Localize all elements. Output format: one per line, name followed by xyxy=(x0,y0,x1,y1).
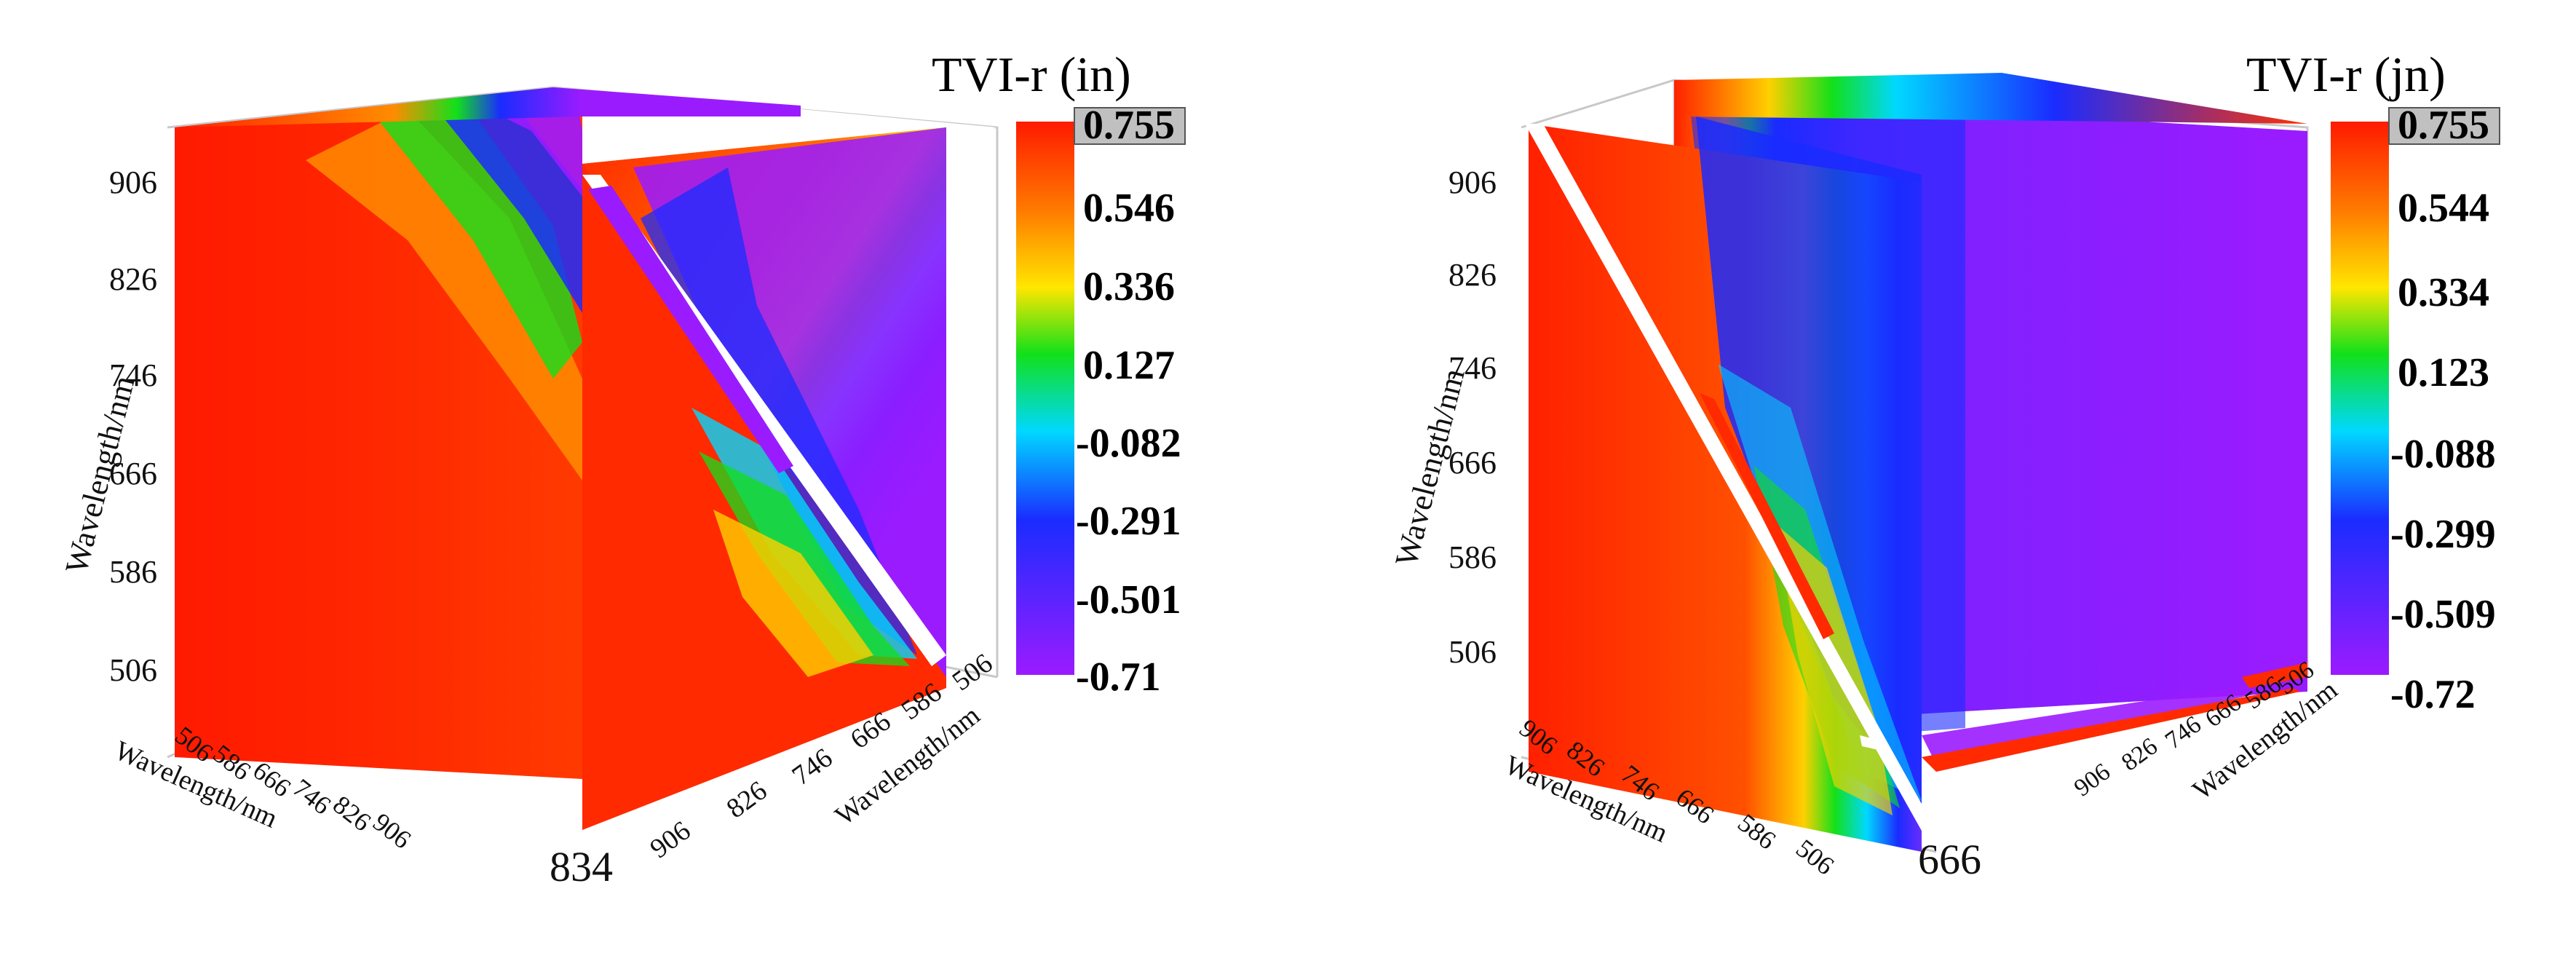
fr-tick: 746 xyxy=(787,743,839,791)
v-tick: 586 xyxy=(109,554,157,590)
panel-jn xyxy=(1521,73,2500,853)
cb-tick: -0.082 xyxy=(1076,421,1181,466)
v-tick: 906 xyxy=(109,165,157,200)
cb-tick: 0.755 xyxy=(1083,103,1175,148)
vertical-axis-ticks-in: 906 826 746 666 586 506 xyxy=(109,165,157,688)
slice-label-jn: 666 xyxy=(1918,836,1981,883)
v-tick: 906 xyxy=(1448,165,1497,200)
panel-in xyxy=(167,86,1186,830)
v-tick: 746 xyxy=(109,357,157,393)
cb-tick: -0.088 xyxy=(2390,432,2496,477)
colorbar-title-in: TVI-r (in) xyxy=(932,47,1131,102)
v-tick: 586 xyxy=(1448,539,1497,575)
cb-tick: 0.755 xyxy=(2398,103,2489,148)
v-tick: 826 xyxy=(109,261,157,297)
vertical-axis-ticks-jn: 906 826 746 666 586 506 xyxy=(1448,165,1497,670)
colorbar-title-jn: TVI-r (jn) xyxy=(2246,47,2446,102)
colorbar-in xyxy=(1016,107,1186,675)
v-tick: 506 xyxy=(109,652,157,688)
cb-tick: -0.509 xyxy=(2390,592,2496,637)
v-tick: 666 xyxy=(109,456,157,491)
cb-tick: 0.546 xyxy=(1083,186,1175,231)
fr-tick: 506 xyxy=(947,648,999,697)
slice-diagonal-2 xyxy=(1525,124,1936,837)
cb-tick: -0.291 xyxy=(1076,499,1181,544)
cb-tick: 0.334 xyxy=(2398,270,2489,315)
top-face-2 xyxy=(1674,73,2307,124)
v-tick: 666 xyxy=(1448,445,1497,480)
left-face-band xyxy=(306,109,582,480)
v-tick: 746 xyxy=(1448,350,1497,386)
cb-tick: 0.544 xyxy=(2398,186,2489,231)
cb-tick: -0.71 xyxy=(1076,654,1161,700)
cb-tick: -0.501 xyxy=(1076,577,1181,622)
v-tick: 826 xyxy=(1448,257,1497,293)
colorbar-ticks-in: 0.755 0.546 0.336 0.127 -0.082 -0.291 -0… xyxy=(1076,103,1181,700)
cb-tick: 0.127 xyxy=(1083,343,1175,388)
fl-tick: 506 xyxy=(1791,834,1839,881)
cb-tick: 0.123 xyxy=(2398,350,2489,395)
cb-tick: -0.72 xyxy=(2390,672,2476,717)
fr-tick: 906 xyxy=(645,815,697,864)
cb-tick: -0.299 xyxy=(2390,512,2496,557)
fr-tick: 826 xyxy=(721,775,773,824)
fr-tick: 906 xyxy=(2069,759,2115,802)
colorbar-ticks-jn: 0.755 0.544 0.334 0.123 -0.088 -0.299 -0… xyxy=(2390,103,2496,717)
slice-label-in: 834 xyxy=(550,843,613,890)
fr-tick: 826 xyxy=(2117,733,2163,777)
cb-tick: 0.336 xyxy=(1083,264,1175,309)
v-tick: 506 xyxy=(1448,634,1497,670)
colorbar-jn xyxy=(2331,107,2500,675)
top-face xyxy=(175,87,801,127)
